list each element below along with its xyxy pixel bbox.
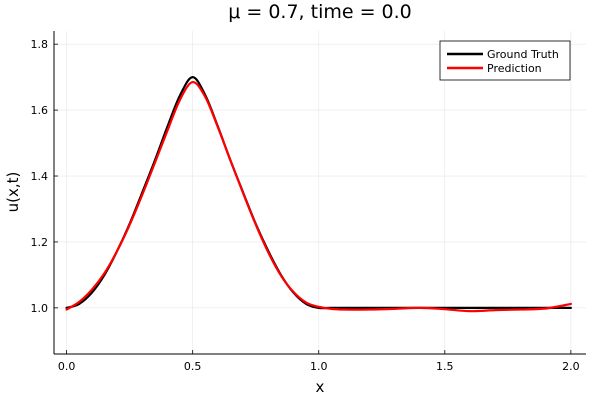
- y-tick-label: 1.6: [31, 104, 49, 117]
- x-tick-label: 0.0: [58, 360, 76, 373]
- y-axis-label: u(x,t): [4, 172, 22, 213]
- chart-title: μ = 0.7, time = 0.0: [228, 1, 412, 23]
- y-tick-labels: 1.0 1.2 1.4 1.6 1.8: [31, 38, 49, 315]
- axes: [53, 31, 586, 355]
- legend: Ground Truth Prediction: [439, 40, 571, 81]
- x-tick-label: 1.5: [436, 360, 454, 373]
- y-tick-label: 1.8: [31, 38, 49, 51]
- legend-box: [439, 40, 571, 81]
- y-tick-label: 1.2: [31, 236, 49, 249]
- legend-label-ground-truth: Ground Truth: [487, 48, 559, 61]
- series-lines: [65, 76, 572, 313]
- y-tick-label: 1.0: [31, 302, 49, 315]
- x-tick-label: 2.0: [562, 360, 580, 373]
- series-line-prediction: [65, 80, 572, 313]
- x-axis-label: x: [316, 378, 325, 396]
- x-tick-label: 0.5: [184, 360, 202, 373]
- y-tick-label: 1.4: [31, 170, 49, 183]
- x-tick-label: 1.0: [310, 360, 328, 373]
- legend-label-prediction: Prediction: [487, 62, 542, 75]
- x-tick-labels: 0.0 0.5 1.0 1.5 2.0: [58, 360, 580, 373]
